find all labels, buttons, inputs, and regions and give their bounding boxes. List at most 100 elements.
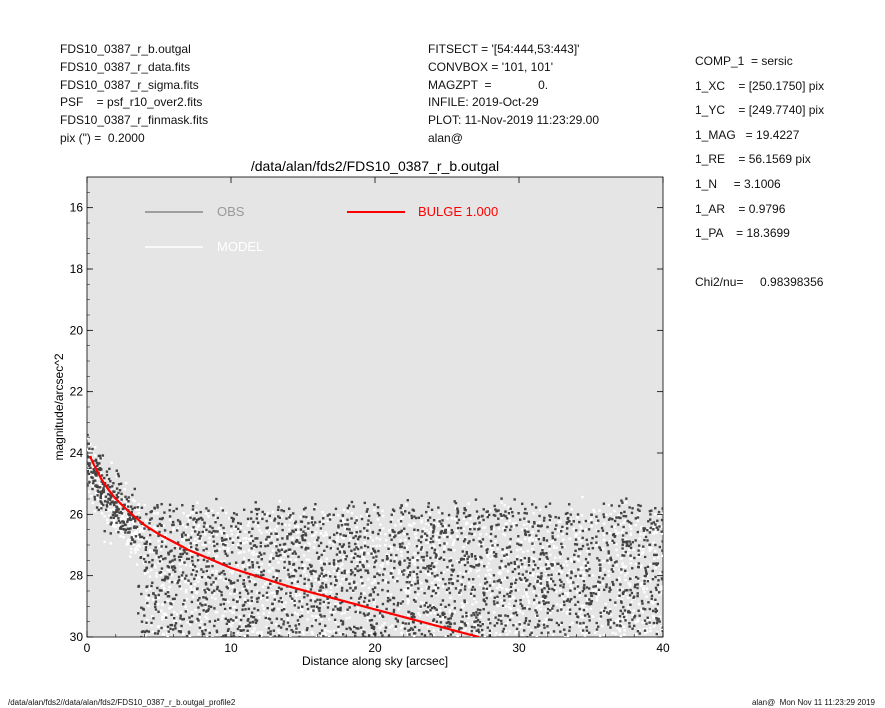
model-point (242, 541, 246, 545)
model-point (154, 565, 157, 569)
obs-point (601, 638, 603, 640)
obs-point (219, 524, 223, 527)
obs-point (322, 517, 325, 520)
obs-point (447, 513, 451, 517)
model-point (563, 659, 565, 661)
model-point (268, 543, 271, 547)
obs-point (551, 535, 554, 538)
model-point (625, 501, 628, 504)
model-point (590, 596, 593, 599)
obs-point (468, 540, 471, 543)
obs-point (229, 579, 232, 583)
obs-point (158, 517, 162, 521)
model-point (648, 549, 652, 552)
model-point (329, 590, 333, 594)
model-point (554, 556, 557, 560)
model-point (370, 549, 373, 552)
obs-point (249, 517, 253, 520)
model-point (477, 574, 480, 578)
model-point (512, 576, 516, 580)
obs-point (509, 585, 513, 589)
model-point (432, 629, 435, 632)
obs-point (267, 627, 271, 630)
obs-point (326, 606, 330, 609)
obs-point (550, 562, 553, 566)
model-point (619, 634, 623, 637)
obs-point (220, 636, 224, 637)
obs-point (501, 604, 505, 608)
model-point (156, 602, 160, 606)
obs-point (286, 614, 289, 617)
model-point (522, 550, 525, 554)
obs-point (282, 608, 286, 611)
obs-point (537, 575, 540, 579)
obs-point (110, 501, 113, 504)
obs-point (224, 577, 228, 581)
model-point (162, 639, 164, 641)
obs-point (272, 557, 275, 560)
obs-point (202, 558, 206, 562)
model-point (243, 634, 246, 637)
model-point (436, 532, 439, 535)
obs-point (187, 557, 191, 561)
obs-point (585, 637, 587, 639)
model-point (264, 540, 267, 543)
model-point (205, 524, 208, 527)
model-point (577, 559, 580, 562)
obs-point (182, 548, 185, 552)
header-mid-line-2: MAGZPT = 0. (428, 77, 549, 92)
obs-point (506, 614, 510, 618)
model-point (196, 643, 198, 645)
obs-point (647, 520, 650, 523)
obs-point (650, 509, 653, 512)
obs-point (189, 516, 192, 519)
obs-point (376, 593, 380, 596)
obs-point (456, 510, 460, 513)
obs-point (468, 532, 471, 535)
obs-point (429, 633, 432, 636)
obs-point (633, 616, 636, 619)
model-point (350, 511, 354, 515)
model-point (144, 634, 148, 637)
obs-point (624, 589, 627, 592)
obs-point (153, 632, 157, 635)
model-point (490, 543, 493, 546)
obs-point (356, 554, 359, 558)
obs-point (138, 533, 141, 536)
model-point (155, 556, 158, 559)
model-point (645, 579, 648, 582)
obs-point (534, 563, 537, 567)
obs-point (478, 527, 481, 530)
obs-point (166, 595, 170, 598)
obs-point (171, 565, 174, 568)
obs-point (482, 508, 485, 511)
model-point (223, 560, 226, 563)
model-point (417, 556, 420, 559)
obs-point (93, 495, 96, 499)
obs-point (127, 527, 131, 531)
model-point (652, 541, 655, 544)
model-point (165, 615, 169, 618)
obs-point (201, 518, 204, 521)
model-point (225, 534, 229, 537)
model-point (156, 512, 159, 515)
obs-point (326, 644, 328, 646)
model-point (120, 518, 123, 521)
model-point (290, 640, 292, 642)
obs-point (226, 629, 230, 633)
model-point (548, 631, 552, 634)
obs-point (197, 619, 200, 622)
model-point (511, 522, 515, 525)
obs-point (164, 557, 167, 560)
obs-point (509, 507, 512, 511)
obs-point (573, 553, 576, 557)
obs-point (442, 550, 446, 554)
model-point (260, 531, 263, 535)
obs-point (530, 631, 533, 634)
obs-point (153, 506, 156, 509)
model-point (413, 563, 417, 566)
obs-point (482, 587, 485, 590)
obs-point (133, 540, 137, 543)
model-point (127, 539, 130, 542)
model-point (652, 616, 656, 620)
